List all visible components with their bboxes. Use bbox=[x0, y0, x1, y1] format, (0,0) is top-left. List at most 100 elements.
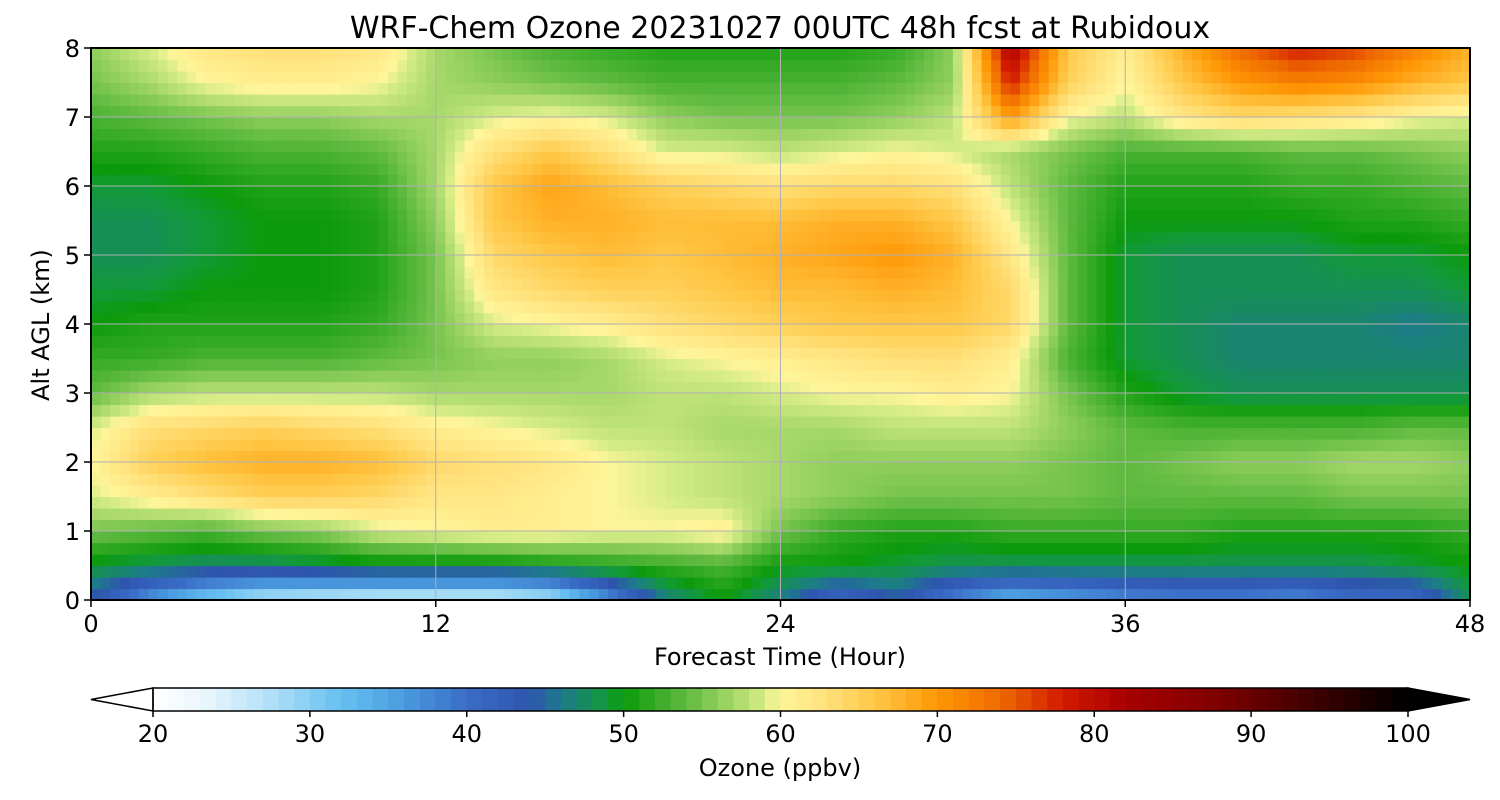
contour-cell bbox=[904, 347, 916, 360]
contour-cell bbox=[790, 485, 801, 498]
contour-cell bbox=[110, 335, 121, 348]
contour-cell bbox=[196, 588, 207, 601]
contour-cell bbox=[1058, 427, 1069, 440]
contour-cell bbox=[665, 554, 676, 567]
contour-cell bbox=[809, 347, 820, 360]
contour-cell bbox=[713, 577, 724, 590]
contour-cell bbox=[1259, 393, 1270, 406]
contour-cell bbox=[1316, 266, 1327, 279]
contour-cell bbox=[1326, 393, 1337, 406]
contour-cell bbox=[904, 404, 916, 417]
contour-cell bbox=[1412, 496, 1423, 509]
contour-cell bbox=[818, 312, 829, 325]
contour-cell bbox=[1345, 220, 1356, 233]
contour-cell bbox=[521, 289, 533, 302]
contour-cell bbox=[263, 485, 274, 498]
contour-cell bbox=[483, 565, 494, 578]
contour-cell bbox=[847, 370, 858, 383]
contour-cell bbox=[416, 508, 427, 521]
contour-cell bbox=[1335, 588, 1347, 601]
contour-cell bbox=[617, 370, 628, 383]
contour-cell bbox=[703, 427, 715, 440]
contour-cell bbox=[186, 565, 197, 578]
contour-cell bbox=[1173, 519, 1184, 532]
contour-cell bbox=[1402, 278, 1414, 291]
contour-cell bbox=[474, 588, 485, 601]
contour-cell bbox=[1096, 473, 1107, 486]
contour-cell bbox=[196, 542, 207, 555]
contour-cell bbox=[1374, 243, 1385, 256]
contour-cell bbox=[1393, 519, 1404, 532]
contour-cell bbox=[301, 301, 312, 314]
contour-cell bbox=[1288, 358, 1299, 371]
contour-cell bbox=[1335, 416, 1347, 429]
contour-cell bbox=[1019, 462, 1031, 475]
contour-cell bbox=[282, 588, 293, 601]
contour-cell bbox=[272, 324, 284, 337]
contour-cell bbox=[809, 485, 820, 498]
contour-cell bbox=[416, 519, 427, 532]
contour-cell bbox=[876, 496, 887, 509]
contour-cell bbox=[1000, 393, 1011, 406]
contour-cell bbox=[512, 473, 523, 486]
contour-cell bbox=[1450, 531, 1462, 544]
contour-cell bbox=[1249, 243, 1260, 256]
contour-cell bbox=[924, 554, 935, 567]
contour-cell bbox=[387, 404, 399, 417]
contour-cell bbox=[569, 404, 580, 417]
contour-cell bbox=[560, 393, 571, 406]
contour-cell bbox=[1153, 301, 1165, 314]
contour-cell bbox=[550, 255, 561, 268]
contour-cell bbox=[569, 289, 580, 302]
contour-cell bbox=[608, 381, 619, 394]
contour-cell bbox=[493, 255, 504, 268]
contour-cell bbox=[885, 381, 897, 394]
contour-cell bbox=[91, 473, 102, 486]
contour-cell bbox=[1144, 439, 1155, 452]
contour-cell bbox=[981, 508, 992, 521]
contour-cell bbox=[828, 358, 839, 371]
contour-cell bbox=[158, 232, 169, 245]
contour-cell bbox=[857, 358, 868, 371]
contour-cell bbox=[541, 393, 552, 406]
contour-cell bbox=[205, 462, 217, 475]
contour-cell bbox=[1000, 554, 1011, 567]
contour-cell bbox=[1029, 462, 1040, 475]
contour-cell bbox=[1230, 577, 1241, 590]
contour-cell bbox=[1288, 416, 1299, 429]
contour-cell bbox=[196, 370, 207, 383]
contour-cell bbox=[1230, 301, 1241, 314]
contour-cell bbox=[158, 209, 169, 222]
contour-cell bbox=[1278, 439, 1289, 452]
contour-cell bbox=[1374, 358, 1385, 371]
contour-cell bbox=[579, 462, 590, 475]
contour-cell bbox=[368, 416, 379, 429]
contour-cell bbox=[474, 324, 485, 337]
contour-cell bbox=[1163, 255, 1174, 268]
contour-cell bbox=[627, 577, 638, 590]
contour-cell bbox=[272, 404, 284, 417]
contour-cell bbox=[1153, 324, 1165, 337]
contour-cell bbox=[464, 439, 475, 452]
contour-cell bbox=[608, 232, 619, 245]
contour-cell bbox=[828, 588, 839, 601]
contour-cell bbox=[598, 531, 609, 544]
contour-cell bbox=[1374, 220, 1385, 233]
contour-cell bbox=[627, 197, 638, 210]
contour-cell bbox=[119, 588, 130, 601]
contour-cell bbox=[1230, 393, 1241, 406]
contour-cell bbox=[617, 243, 628, 256]
contour-cell bbox=[914, 577, 925, 590]
contour-cell bbox=[1441, 393, 1452, 406]
contour-cell bbox=[1115, 496, 1126, 509]
contour-cell bbox=[1268, 450, 1280, 463]
contour-cell bbox=[493, 588, 504, 601]
contour-cell bbox=[1249, 450, 1260, 463]
contour-cell bbox=[1259, 531, 1270, 544]
contour-cell bbox=[579, 416, 590, 429]
contour-cell bbox=[1163, 542, 1174, 555]
contour-cell bbox=[119, 416, 130, 429]
contour-cell bbox=[493, 324, 504, 337]
contour-cell bbox=[761, 243, 772, 256]
contour-cell bbox=[129, 301, 140, 314]
